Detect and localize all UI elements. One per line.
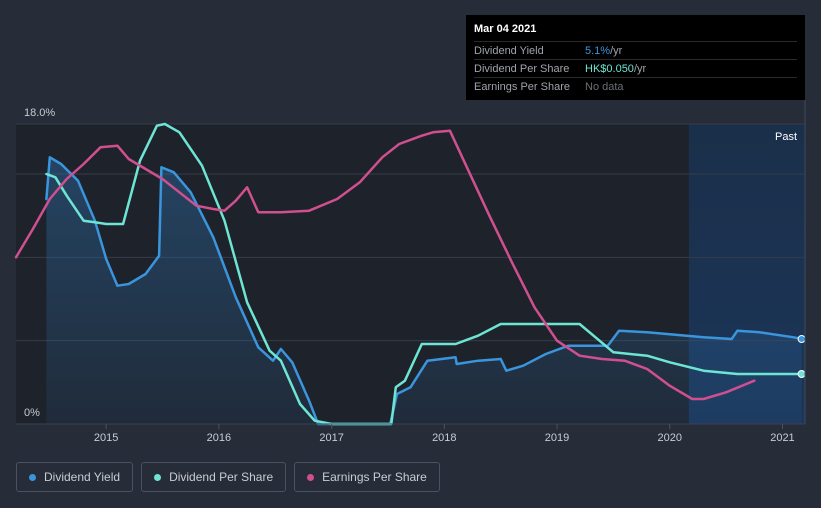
x-tick-label: 2019 — [545, 432, 569, 444]
legend-label: Earnings Per Share — [322, 470, 427, 484]
tooltip-label: Dividend Yield — [474, 44, 544, 57]
tooltip-row-earnings-per-share: Earnings Per Share No data — [474, 77, 797, 95]
tooltip-label: Earnings Per Share — [474, 80, 570, 93]
tooltip: Mar 04 2021 Dividend Yield 5.1% /yr Divi… — [466, 15, 805, 100]
legend: Dividend Yield Dividend Per Share Earnin… — [16, 462, 440, 492]
x-tick-label: 2018 — [432, 432, 456, 444]
tooltip-row-dividend-per-share: Dividend Per Share HK$0.050 /yr — [474, 59, 797, 77]
tooltip-value: 5.1% — [585, 44, 611, 57]
x-tick-label: 2017 — [319, 432, 343, 444]
legend-dot-icon — [307, 473, 315, 481]
tooltip-value: No data — [585, 80, 624, 93]
legend-label: Dividend Per Share — [169, 470, 274, 484]
series-end-marker-dividend-yield — [797, 335, 806, 343]
x-tick-label: 2016 — [207, 432, 231, 444]
y-min-label: 0% — [24, 407, 40, 419]
x-tick-label: 2020 — [658, 432, 682, 444]
tooltip-date: Mar 04 2021 — [474, 23, 537, 35]
tooltip-unit: /yr — [610, 44, 623, 57]
x-tick-label: 2021 — [770, 432, 794, 444]
area-dividend-yield — [46, 157, 802, 425]
tooltip-unit: /yr — [633, 62, 647, 75]
tooltip-value: HK$0.050 — [585, 62, 634, 75]
x-ticks: 2015 2016 2017 2018 2019 2020 2021 — [94, 424, 795, 444]
tooltip-label: Dividend Per Share — [474, 62, 570, 75]
series-line-earnings-per-share — [14, 129, 756, 401]
legend-item-dividend-yield[interactable]: Dividend Yield — [16, 462, 134, 492]
y-max-label: 18.0% — [24, 107, 55, 119]
legend-dot-icon — [29, 473, 36, 481]
area-layer — [46, 157, 802, 425]
series-end-marker-dividend-per-share — [797, 370, 806, 378]
x-tick-label: 2015 — [94, 432, 118, 444]
legend-item-earnings-per-share[interactable]: Earnings Per Share — [294, 462, 440, 492]
series-line-dividend-per-share — [45, 122, 803, 426]
legend-label: Dividend Yield — [44, 470, 121, 484]
legend-item-dividend-per-share[interactable]: Dividend Per Share — [141, 462, 287, 492]
legend-dot-icon — [154, 473, 162, 481]
past-label: Past — [775, 131, 797, 143]
tooltip-row-dividend-yield: Dividend Yield 5.1% /yr — [474, 41, 797, 59]
